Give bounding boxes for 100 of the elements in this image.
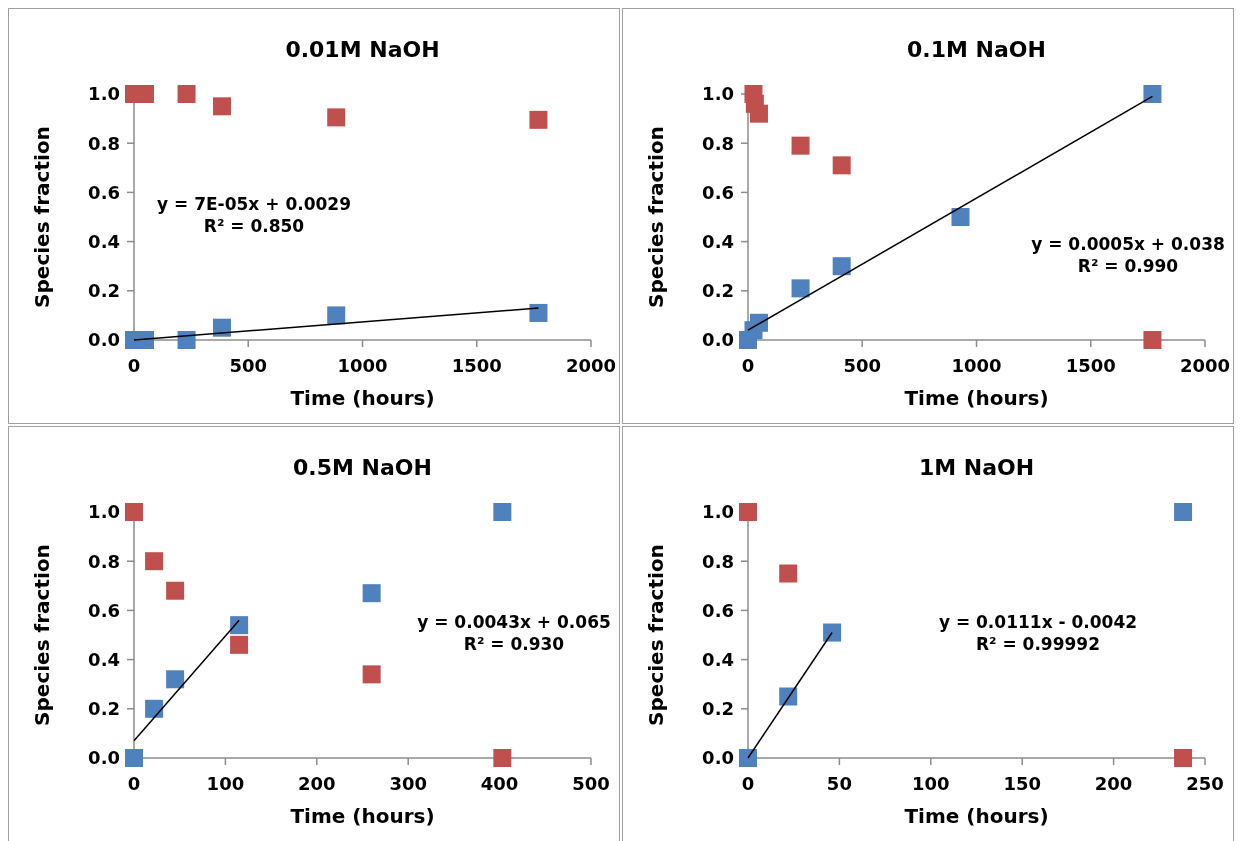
- y-tick-label: 0.8: [88, 132, 120, 154]
- point: [832, 257, 851, 276]
- y-tick-label: 1.0: [702, 501, 734, 523]
- point: [832, 156, 851, 175]
- point: [362, 665, 381, 684]
- x-tick-label: 0: [127, 355, 141, 376]
- x-axis-title: Time (hours): [290, 804, 435, 828]
- y-tick-label: 0.0: [702, 747, 734, 769]
- y-axis-title: Species fraction: [30, 544, 54, 726]
- x-tick-label: 0: [741, 355, 755, 376]
- annotation: R² = 0.99992: [975, 633, 1101, 654]
- point: [493, 503, 512, 521]
- annotation: R² = 0.990: [1077, 255, 1179, 276]
- point: [791, 279, 810, 298]
- y-tick-label: 0.4: [702, 648, 734, 670]
- x-tick-label: 200: [298, 773, 336, 794]
- point: [1143, 331, 1162, 349]
- y-tick-label: 0.2: [702, 280, 734, 302]
- x-tick-label: 1000: [337, 355, 388, 376]
- chart-title: 0.01M NaOH: [285, 37, 440, 62]
- y-tick-label: 0.2: [88, 698, 120, 720]
- y-tick-label: 0.8: [88, 550, 120, 572]
- y-tick-label: 0.6: [702, 181, 734, 203]
- y-tick-label: 0.4: [88, 648, 120, 670]
- point: [327, 108, 346, 127]
- x-tick-label: 1500: [1065, 355, 1116, 376]
- x-tick-label: 0: [127, 773, 141, 794]
- x-tick-label: 300: [389, 773, 427, 794]
- chart-title: 0.5M NaOH: [293, 455, 432, 480]
- annotation: y = 0.0005x + 0.038: [1031, 233, 1225, 254]
- point: [739, 503, 757, 521]
- point: [177, 331, 196, 349]
- y-tick-label: 0.0: [88, 329, 120, 351]
- point: [529, 110, 548, 129]
- point: [749, 313, 768, 332]
- point: [145, 552, 164, 571]
- y-tick-label: 0.2: [702, 698, 734, 720]
- point: [951, 208, 970, 226]
- x-tick-label: 200: [1094, 773, 1133, 794]
- y-axis-title: Species fraction: [644, 544, 668, 726]
- point: [362, 584, 381, 603]
- y-tick-label: 0.2: [88, 280, 120, 302]
- y-tick-label: 1.0: [88, 501, 120, 523]
- x-tick-label: 2000: [565, 355, 617, 376]
- point: [212, 318, 231, 337]
- annotation: y = 0.0111x - 0.0042: [938, 611, 1138, 632]
- point: [739, 749, 757, 767]
- point: [212, 97, 231, 116]
- annotation: R² = 0.930: [463, 633, 565, 654]
- point: [230, 616, 249, 635]
- x-tick-label: 500: [229, 355, 268, 376]
- point: [779, 687, 798, 706]
- point: [177, 85, 196, 103]
- point: [1174, 503, 1193, 521]
- x-tick-label: 0: [741, 773, 755, 794]
- y-tick-label: 0.6: [88, 181, 120, 203]
- annotation: y = 0.0043x + 0.065: [417, 611, 611, 632]
- x-tick-label: 50: [826, 773, 852, 794]
- chart-title: 0.1M NaOH: [907, 37, 1046, 62]
- x-tick-label: 250: [1186, 773, 1224, 794]
- y-tick-label: 0.8: [702, 550, 734, 572]
- point: [493, 749, 512, 767]
- point: [327, 306, 346, 325]
- x-tick-label: 100: [912, 773, 950, 794]
- y-tick-label: 0.4: [702, 230, 734, 252]
- y-tick-label: 1.0: [88, 83, 120, 105]
- point: [749, 104, 768, 123]
- point: [1143, 85, 1162, 103]
- point: [166, 670, 185, 689]
- y-tick-label: 0.8: [702, 132, 734, 154]
- y-axis-title: Species fraction: [30, 126, 54, 308]
- x-tick-label: 150: [1003, 773, 1041, 794]
- y-tick-label: 0.0: [88, 747, 120, 769]
- annotation: y = 7E-05x + 0.0029: [157, 193, 351, 214]
- x-tick-label: 500: [572, 773, 610, 794]
- point: [166, 581, 185, 600]
- point: [779, 564, 798, 583]
- x-tick-label: 100: [206, 773, 245, 794]
- point: [529, 303, 548, 322]
- point: [125, 503, 143, 521]
- x-axis-title: Time (hours): [904, 804, 1049, 828]
- point: [823, 623, 842, 642]
- y-axis-title: Species fraction: [644, 126, 668, 308]
- x-tick-label: 1500: [451, 355, 502, 376]
- point: [230, 635, 249, 654]
- point: [791, 136, 810, 155]
- x-tick-label: 1000: [951, 355, 1002, 376]
- x-tick-label: 400: [480, 773, 519, 794]
- x-tick-label: 500: [843, 355, 882, 376]
- y-tick-label: 0.6: [702, 599, 734, 621]
- chart-title: 1M NaOH: [918, 455, 1035, 480]
- y-tick-label: 0.0: [702, 329, 734, 351]
- y-tick-label: 0.6: [88, 599, 120, 621]
- x-tick-label: 2000: [1179, 355, 1231, 376]
- point: [125, 749, 143, 767]
- annotation: R² = 0.850: [203, 215, 305, 236]
- point: [1174, 749, 1193, 767]
- point: [145, 699, 164, 718]
- y-tick-label: 0.4: [88, 230, 120, 252]
- y-tick-label: 1.0: [702, 83, 734, 105]
